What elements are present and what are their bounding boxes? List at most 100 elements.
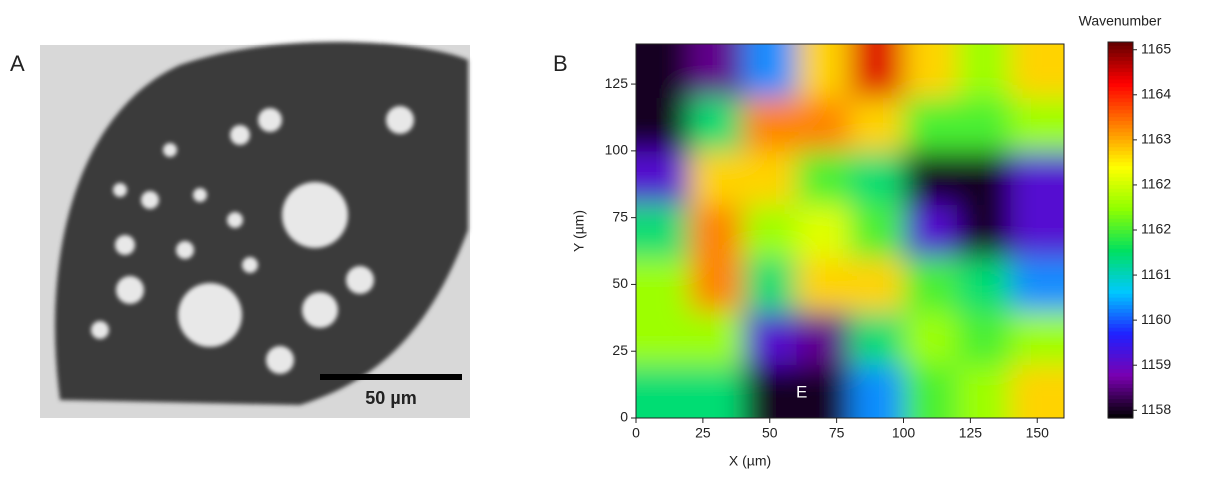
colorbar-step: [1108, 346, 1133, 351]
colorbar-step: [1108, 72, 1133, 77]
x-tick-label: 25: [695, 425, 711, 441]
colorbar-step: [1108, 87, 1133, 92]
heat-cell: [957, 257, 1011, 312]
colorbar-step: [1108, 136, 1133, 141]
colorbar-step: [1108, 218, 1133, 224]
colorbar-step: [1108, 214, 1133, 220]
y-tick-label: 125: [605, 75, 629, 91]
colorbar-step: [1108, 297, 1133, 303]
colorbar-step: [1108, 278, 1133, 284]
colorbar-tick-label: 1164: [1141, 85, 1171, 101]
heat-cell: [957, 44, 1011, 98]
heat-cell: [957, 311, 1011, 366]
heat-cell: [1010, 44, 1064, 98]
y-tick-label: 75: [612, 208, 628, 224]
colorbar-step: [1108, 184, 1133, 190]
colorbar-step: [1108, 293, 1133, 299]
heat-cell: [743, 150, 797, 205]
colorbar-step: [1108, 105, 1133, 111]
panel-label: A: [10, 51, 25, 76]
heat-cell: [957, 150, 1011, 205]
heat-cell: [689, 150, 744, 205]
heat-cell: [636, 257, 690, 312]
colorbar-step: [1108, 154, 1133, 160]
x-tick-label: 0: [632, 425, 640, 441]
colorbar-step: [1108, 173, 1133, 178]
colorbar-step: [1108, 241, 1133, 246]
colorbar-step: [1108, 102, 1133, 107]
colorbar-step: [1108, 117, 1133, 122]
heat-cell: [796, 150, 851, 205]
heat-cell: [850, 204, 904, 259]
colorbar-step: [1108, 290, 1133, 295]
colorbar-tick-label: 1165: [1141, 40, 1171, 56]
colorbar-step: [1108, 402, 1133, 408]
heat-cell: [850, 97, 904, 152]
heat-cell: [1010, 257, 1064, 312]
colorbar-step: [1108, 414, 1133, 419]
heat-cell: [636, 97, 690, 152]
colorbar-tick-label: 1159: [1141, 356, 1171, 372]
colorbar-step: [1108, 113, 1133, 118]
y-tick-label: 25: [612, 342, 628, 358]
colorbar-step: [1108, 57, 1133, 62]
colorbar-step: [1108, 248, 1133, 254]
scale-bar-label: 50 µm: [365, 388, 416, 408]
annotation: E: [796, 382, 807, 401]
heat-cell: [743, 311, 797, 366]
colorbar-tick-label: 1158: [1141, 401, 1171, 417]
colorbar-step: [1108, 395, 1133, 400]
colorbar-step: [1108, 331, 1133, 336]
colorbar-step: [1108, 49, 1133, 54]
x-tick-label: 150: [1026, 425, 1050, 441]
heat-cell: [903, 311, 958, 366]
colorbar-step: [1108, 79, 1133, 84]
colorbar-step: [1108, 128, 1133, 133]
colorbar-step: [1108, 342, 1133, 348]
colorbar-step: [1108, 169, 1133, 175]
heat-cell: [689, 311, 744, 366]
heat-cell: [743, 97, 797, 152]
colorbar-step: [1108, 308, 1133, 314]
colorbar-step: [1108, 64, 1133, 69]
colorbar-step: [1108, 120, 1133, 126]
colorbar-step: [1108, 90, 1133, 96]
plot-frame: [635, 43, 1065, 419]
colorbar-step: [1108, 192, 1133, 197]
colorbar-tick-label: 1163: [1141, 131, 1171, 147]
colorbar-step: [1108, 233, 1133, 239]
heat-cell: [850, 150, 904, 205]
colorbar-step: [1108, 237, 1133, 242]
colorbar-step: [1108, 177, 1133, 182]
heat-cell: [1010, 311, 1064, 366]
heat-cell: [636, 150, 690, 205]
colorbar-step: [1108, 226, 1133, 231]
colorbar-step: [1108, 391, 1133, 397]
colorbar-step: [1108, 387, 1133, 393]
colorbar-step: [1108, 357, 1133, 363]
heat-cell: [850, 257, 904, 312]
colorbar-step: [1108, 42, 1133, 47]
colorbar-step: [1108, 181, 1133, 186]
heat-cell: [903, 257, 958, 312]
colorbar-step: [1108, 354, 1133, 359]
micrograph: [40, 41, 470, 418]
colorbar-step: [1108, 147, 1133, 152]
colorbar-step: [1108, 301, 1133, 306]
heat-cell: [903, 364, 958, 418]
heat-cell: [1010, 150, 1064, 205]
colorbar-step: [1108, 312, 1133, 318]
heat-cell: [796, 364, 851, 418]
colorbar-step: [1108, 83, 1133, 88]
heatmap: [636, 44, 1064, 418]
heat-cell: [903, 97, 958, 152]
colorbar-step: [1108, 376, 1133, 381]
colorbar-tick-label: 1161: [1141, 266, 1171, 282]
heat-cell: [689, 44, 744, 98]
colorbar-step: [1108, 53, 1133, 58]
colorbar-step: [1108, 380, 1133, 385]
heat-cell: [743, 364, 797, 418]
heat-cell: [796, 97, 851, 152]
colorbar-title: Wavenumber: [1079, 13, 1162, 29]
colorbar-step: [1108, 98, 1133, 103]
